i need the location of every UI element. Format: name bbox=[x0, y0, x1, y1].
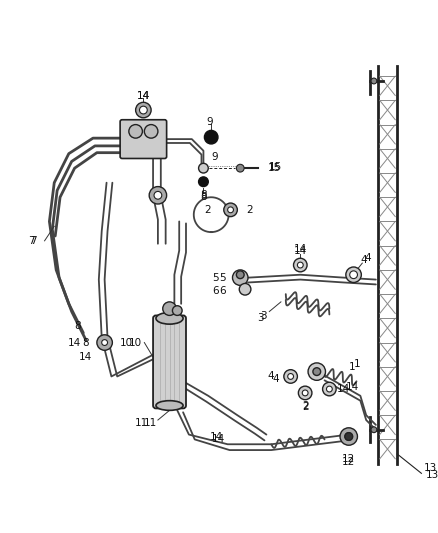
Text: 1: 1 bbox=[353, 359, 360, 369]
Circle shape bbox=[163, 302, 177, 316]
Circle shape bbox=[228, 207, 233, 213]
Circle shape bbox=[129, 125, 142, 138]
Circle shape bbox=[298, 386, 312, 400]
Circle shape bbox=[198, 163, 208, 173]
Text: 4: 4 bbox=[273, 374, 279, 384]
Text: 8: 8 bbox=[200, 190, 207, 200]
Text: 14: 14 bbox=[68, 337, 81, 348]
Text: 10: 10 bbox=[120, 337, 133, 348]
Text: 2: 2 bbox=[302, 400, 308, 410]
Text: 1: 1 bbox=[348, 362, 355, 372]
Circle shape bbox=[173, 306, 182, 316]
Text: 13: 13 bbox=[426, 470, 438, 480]
Text: 14: 14 bbox=[212, 434, 225, 445]
Text: 14: 14 bbox=[137, 91, 150, 101]
Text: 14: 14 bbox=[346, 382, 359, 392]
Circle shape bbox=[371, 78, 377, 84]
Circle shape bbox=[136, 102, 151, 118]
Circle shape bbox=[302, 390, 308, 396]
Text: 9: 9 bbox=[211, 151, 218, 161]
Circle shape bbox=[237, 271, 244, 279]
FancyBboxPatch shape bbox=[153, 316, 186, 408]
Text: 14: 14 bbox=[79, 352, 92, 362]
Circle shape bbox=[154, 191, 162, 199]
Circle shape bbox=[205, 131, 218, 144]
Text: 14: 14 bbox=[294, 246, 307, 255]
Circle shape bbox=[371, 427, 377, 433]
Text: 7: 7 bbox=[28, 236, 35, 246]
Circle shape bbox=[102, 340, 108, 345]
FancyBboxPatch shape bbox=[120, 120, 166, 158]
Text: 15: 15 bbox=[267, 163, 281, 173]
Ellipse shape bbox=[156, 401, 183, 410]
Text: 14: 14 bbox=[137, 91, 150, 101]
Text: 14: 14 bbox=[337, 384, 350, 394]
Circle shape bbox=[198, 177, 208, 187]
Circle shape bbox=[233, 270, 248, 285]
Text: 11: 11 bbox=[144, 418, 157, 428]
Text: 12: 12 bbox=[342, 457, 355, 467]
Circle shape bbox=[149, 187, 166, 204]
Text: 3: 3 bbox=[257, 313, 264, 324]
Text: 12: 12 bbox=[342, 454, 355, 464]
Text: 9: 9 bbox=[206, 117, 212, 127]
Text: 15: 15 bbox=[269, 162, 283, 172]
Text: 6: 6 bbox=[212, 286, 219, 296]
Text: 2: 2 bbox=[205, 205, 211, 215]
Circle shape bbox=[346, 267, 361, 282]
Text: 14: 14 bbox=[209, 432, 223, 442]
Text: 5: 5 bbox=[212, 273, 219, 282]
Text: 4: 4 bbox=[360, 255, 367, 265]
Circle shape bbox=[97, 335, 113, 350]
Ellipse shape bbox=[156, 312, 183, 324]
Circle shape bbox=[284, 370, 297, 383]
Text: 11: 11 bbox=[135, 418, 148, 428]
Circle shape bbox=[313, 368, 321, 375]
Circle shape bbox=[239, 284, 251, 295]
Circle shape bbox=[323, 382, 336, 396]
Circle shape bbox=[345, 433, 353, 440]
Circle shape bbox=[345, 433, 353, 440]
Text: 3: 3 bbox=[260, 311, 267, 321]
Text: 7: 7 bbox=[30, 236, 37, 246]
Circle shape bbox=[288, 374, 293, 379]
Text: 2: 2 bbox=[302, 402, 308, 413]
Text: 5: 5 bbox=[219, 273, 226, 282]
Circle shape bbox=[224, 203, 237, 216]
Circle shape bbox=[293, 259, 307, 272]
Text: 8: 8 bbox=[82, 337, 88, 348]
Text: 14: 14 bbox=[294, 244, 307, 254]
Text: 10: 10 bbox=[129, 337, 142, 348]
Text: 4: 4 bbox=[268, 372, 274, 382]
Circle shape bbox=[308, 363, 325, 381]
Circle shape bbox=[297, 262, 303, 268]
Text: 13: 13 bbox=[424, 464, 438, 473]
Circle shape bbox=[350, 271, 357, 279]
Text: 2: 2 bbox=[246, 205, 253, 215]
Circle shape bbox=[145, 125, 158, 138]
Circle shape bbox=[340, 428, 357, 445]
Text: 4: 4 bbox=[364, 253, 371, 263]
Text: 6: 6 bbox=[219, 286, 226, 296]
Circle shape bbox=[326, 386, 332, 392]
Circle shape bbox=[237, 164, 244, 172]
Text: 8: 8 bbox=[75, 321, 81, 331]
Text: 8: 8 bbox=[200, 192, 207, 202]
Circle shape bbox=[139, 106, 147, 114]
